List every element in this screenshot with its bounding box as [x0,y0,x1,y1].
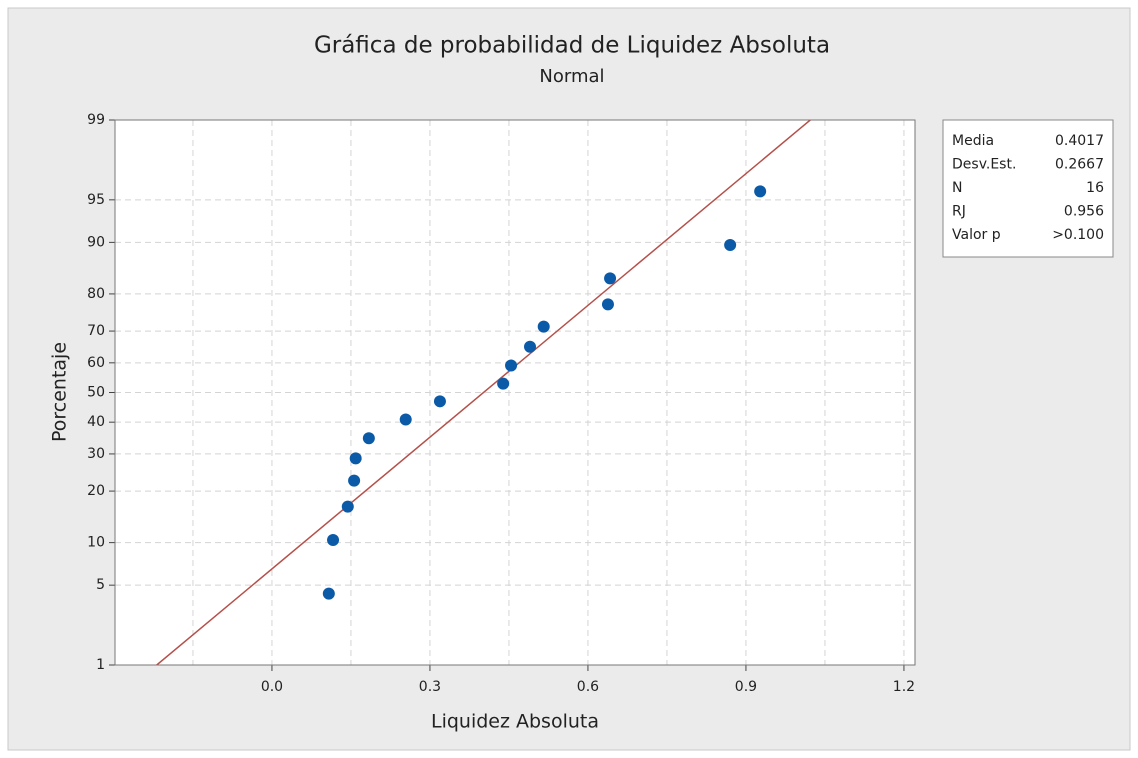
stat-label: Media [952,133,994,149]
x-tick-label: 0.0 [261,679,283,695]
y-tick-label: 40 [87,414,105,430]
chart-title: Gráfica de probabilidad de Liquidez Abso… [314,33,830,59]
y-tick-label: 60 [87,355,105,371]
y-tick-label: 95 [87,192,105,208]
data-point [601,298,614,311]
data-point [433,395,446,408]
stat-value: 0.4017 [1055,133,1104,149]
y-tick-label: 20 [87,483,105,499]
data-point [399,413,412,426]
y-tick-label: 10 [87,535,105,551]
data-point [497,377,510,390]
y-axis-label: Porcentaje [49,342,71,442]
y-tick-label: 90 [87,234,105,250]
data-point [524,340,537,353]
y-tick-label: 50 [87,385,105,401]
stat-label: Valor p [952,227,1001,243]
x-tick-label: 0.9 [735,679,757,695]
data-point [327,533,340,546]
y-tick-label: 30 [87,446,105,462]
chart-subtitle: Normal [539,66,604,87]
data-point [349,452,362,465]
stat-label: RJ [952,204,966,220]
y-tick-label: 5 [96,577,105,593]
data-point [348,474,361,487]
data-point [754,185,767,198]
data-point [537,320,550,333]
stat-value: >0.100 [1052,227,1104,243]
data-point [724,239,737,252]
x-tick-label: 0.6 [577,679,599,695]
data-point [362,432,375,445]
x-axis-label: Liquidez Absoluta [431,711,599,733]
data-point [505,359,518,372]
x-tick-label: 0.3 [419,679,441,695]
stat-value: 16 [1086,180,1104,196]
plot-frame [114,119,916,666]
stats-box [942,119,1114,258]
y-tick-label: 80 [87,286,105,302]
fit-line [156,120,811,665]
y-tick-label: 99 [87,112,105,128]
data-point [341,500,354,513]
y-tick-label: 70 [87,323,105,339]
stat-value: 0.2667 [1055,157,1104,173]
data-point [604,272,617,285]
stat-label: Desv.Est. [952,157,1016,173]
stat-label: N [952,180,962,196]
stat-value: 0.956 [1064,204,1104,220]
data-point [322,587,335,600]
x-tick-label: 1.2 [893,679,915,695]
y-tick-label: 1 [96,657,105,673]
